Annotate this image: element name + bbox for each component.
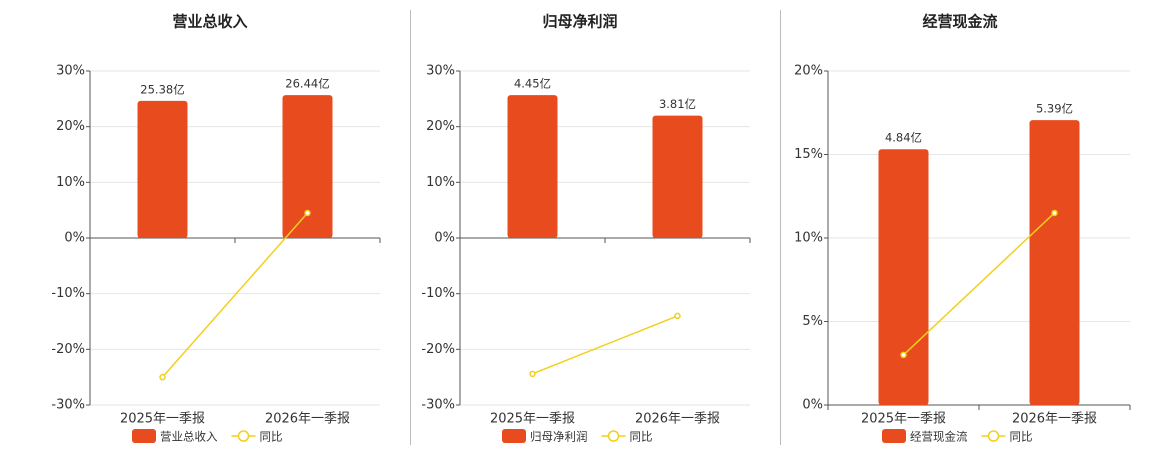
x-tick-label: 2026年一季报: [265, 412, 350, 427]
legend-label: 同比: [260, 430, 283, 444]
y-tick-label: 20%: [56, 119, 85, 134]
x-tick-label: 2026年一季报: [635, 412, 720, 427]
value-label: 25.38亿: [140, 82, 184, 96]
y-tick-label: -20%: [421, 342, 455, 357]
y-tick-label: 20%: [426, 119, 455, 134]
x-tick-label: 2026年一季报: [1012, 412, 1097, 427]
y-tick-label: 0%: [64, 231, 85, 246]
y-tick-label: 10%: [426, 175, 455, 190]
y-tick-label: -30%: [51, 398, 85, 413]
bar: [878, 149, 929, 405]
point: [304, 209, 311, 217]
y-tick-label: 10%: [56, 175, 85, 190]
chart-title: 营业总收入: [172, 13, 247, 31]
y-tick-label: 30%: [426, 64, 455, 79]
y-tick-label: -10%: [51, 286, 85, 301]
legend-label: 同比: [630, 430, 653, 444]
legend-swatch: [237, 430, 250, 442]
point: [529, 370, 536, 378]
point: [159, 373, 166, 381]
legend-label: 经营现金流: [910, 430, 968, 444]
bar: [507, 95, 558, 238]
legend-label: 同比: [1010, 430, 1033, 444]
bar: [282, 95, 333, 238]
y-tick-label: -20%: [51, 342, 85, 357]
chart-title: 归母净利润: [542, 13, 617, 31]
y-tick-label: 5%: [802, 314, 823, 329]
line: [532, 315, 678, 375]
point: [674, 312, 681, 320]
x-tick-label: 2025年一季报: [490, 412, 575, 427]
legend-swatch: [132, 429, 156, 443]
y-tick-label: 15%: [794, 147, 823, 162]
y-tick-label: 0%: [434, 231, 455, 246]
y-tick-label: -10%: [421, 286, 455, 301]
chart-title: 经营现金流: [922, 13, 997, 31]
legend-swatch: [987, 430, 1000, 442]
value-label: 4.45亿: [514, 77, 551, 91]
legend-swatch: [882, 429, 906, 443]
legend-label: 营业总收入: [160, 430, 218, 444]
y-tick-label: 0%: [802, 398, 823, 413]
bar: [652, 115, 703, 238]
legend-swatch: [607, 430, 620, 442]
y-tick-label: 10%: [794, 231, 823, 246]
y-tick-label: -30%: [421, 398, 455, 413]
bar: [1029, 120, 1080, 405]
legend-label: 归母净利润: [530, 430, 588, 444]
value-label: 4.84亿: [885, 131, 922, 145]
x-tick-label: 2025年一季报: [861, 412, 946, 427]
bar: [137, 100, 188, 238]
y-tick-label: 30%: [56, 64, 85, 79]
point: [900, 351, 907, 359]
point: [1051, 209, 1058, 217]
value-label: 26.44亿: [285, 77, 329, 91]
legend-swatch: [502, 429, 526, 443]
y-tick-label: 20%: [794, 64, 823, 79]
line: [161, 212, 309, 378]
value-label: 5.39亿: [1036, 102, 1073, 116]
x-tick-label: 2025年一季报: [120, 412, 205, 427]
value-label: 3.81亿: [659, 97, 696, 111]
line: [902, 212, 1056, 356]
